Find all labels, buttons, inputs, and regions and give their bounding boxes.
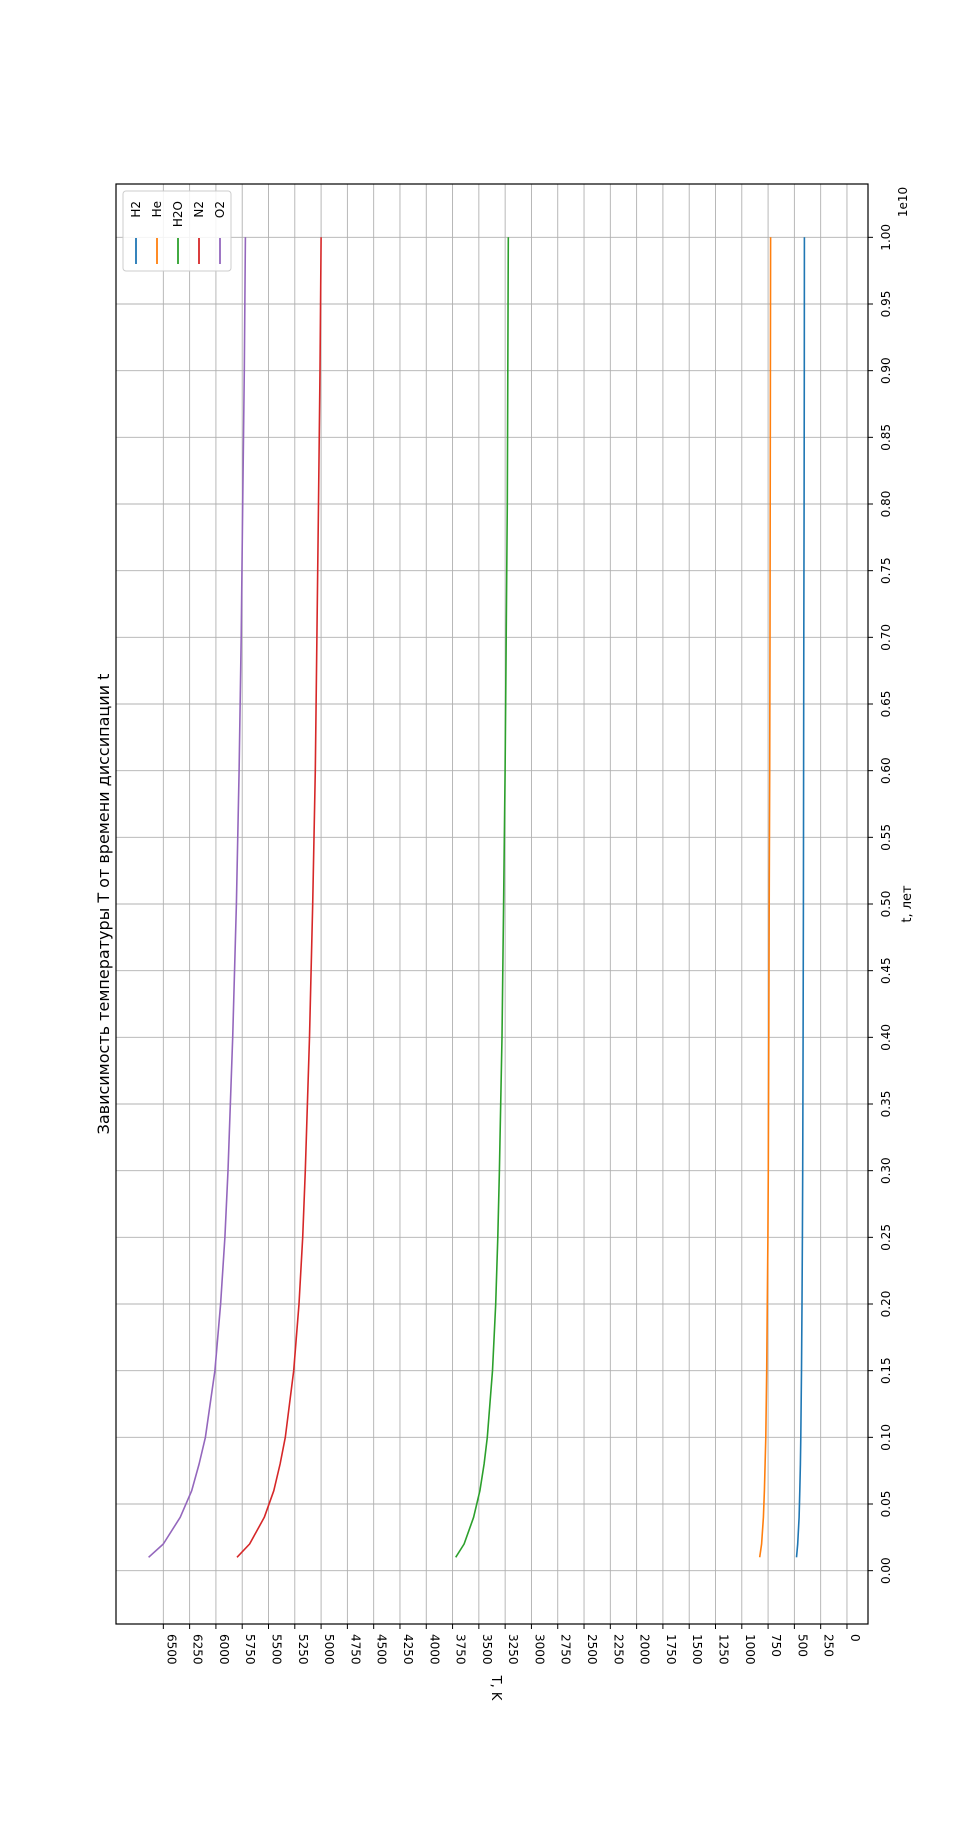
series-line-h2 — [795, 237, 806, 1558]
x-tick-label: 0.10 — [879, 1424, 893, 1451]
chart-title: Зависимость температуры T от времени дис… — [94, 674, 113, 1135]
x-tick-label: 0.45 — [879, 957, 893, 984]
y-tick-label: 4000 — [427, 1634, 441, 1665]
y-tick-label: 3250 — [506, 1634, 520, 1665]
x-offset-label: 1e10 — [896, 187, 910, 217]
y-tick-label: 5000 — [322, 1634, 336, 1665]
x-tick-label: 0.20 — [879, 1291, 893, 1318]
y-tick-label: 500 — [795, 1634, 809, 1657]
x-tick-label: 0.90 — [879, 357, 893, 384]
x-tick-label: 0.80 — [879, 491, 893, 518]
y-tick-label: 1250 — [716, 1634, 730, 1665]
y-tick-label: 4500 — [375, 1634, 389, 1665]
y-tick-label: 750 — [769, 1634, 783, 1657]
legend-label-he: He — [150, 201, 164, 217]
y-tick-label: 4750 — [348, 1634, 362, 1665]
series-line-o2 — [148, 237, 247, 1558]
x-tick-label: 1.00 — [879, 224, 893, 251]
series-line-n2 — [236, 237, 322, 1558]
y-tick-label: 1500 — [690, 1634, 704, 1665]
y-tick-label: 6500 — [164, 1634, 178, 1665]
x-tick-label: 0.00 — [879, 1557, 893, 1584]
x-tick-label: 0.60 — [879, 757, 893, 784]
legend-label-n2: N2 — [192, 201, 206, 218]
x-tick-label: 0.25 — [879, 1224, 893, 1251]
x-tick-label: 0.85 — [879, 424, 893, 451]
y-tick-label: 3500 — [480, 1634, 494, 1665]
x-tick-label: 0.50 — [879, 891, 893, 918]
y-tick-label: 2250 — [611, 1634, 625, 1665]
y-tick-label: 1000 — [743, 1634, 757, 1665]
series-line-h2o — [455, 237, 510, 1558]
legend: H2 He H2O N2 O2 — [122, 190, 232, 272]
y-tick-label: 2500 — [585, 1634, 599, 1665]
y-tick-label: 6250 — [191, 1634, 205, 1665]
x-tick-label: 0.15 — [879, 1357, 893, 1384]
x-tick-label: 0.30 — [879, 1157, 893, 1184]
x-tick-label: 0.55 — [879, 824, 893, 851]
x-tick-label: 0.95 — [879, 291, 893, 318]
x-tick-label: 0.05 — [879, 1491, 893, 1518]
y-tick-label: 3000 — [532, 1634, 546, 1665]
y-tick-label: 5750 — [243, 1634, 257, 1665]
y-tick-label: 5500 — [270, 1634, 284, 1665]
y-tick-label: 0 — [848, 1634, 862, 1642]
x-tick-label: 0.40 — [879, 1024, 893, 1051]
legend-label-h2o: H2O — [171, 201, 185, 227]
series-line-he — [758, 237, 772, 1558]
x-axis-label: t, лет — [900, 885, 915, 923]
y-tick-label: 3750 — [454, 1634, 468, 1665]
x-tick-label: 0.70 — [879, 624, 893, 651]
y-tick-label: 2000 — [638, 1634, 652, 1665]
legend-label-o2: O2 — [213, 201, 227, 218]
y-tick-label: 6000 — [217, 1634, 231, 1665]
x-tick-label: 0.35 — [879, 1091, 893, 1118]
y-tick-label: 4250 — [401, 1634, 415, 1665]
y-tick-label: 250 — [822, 1634, 836, 1657]
y-tick-label: 1750 — [664, 1634, 678, 1665]
series-layer — [148, 237, 806, 1558]
y-tick-label: 2750 — [559, 1634, 573, 1665]
x-axis: 0.00 0.05 0.10 0.15 0.20 0.25 0.30 0.35 0.40 0.45… — [868, 224, 893, 1584]
x-tick-label: 0.75 — [879, 557, 893, 584]
grid-layer — [116, 184, 868, 1624]
y-axis: 0 250 500 750 1000 1250 1500 1750 2000 2250 2500 27… — [162, 1624, 862, 1665]
legend-box — [122, 190, 232, 272]
y-axis-label: T, K — [488, 1675, 503, 1701]
legend-label-h2: H2 — [129, 201, 143, 218]
x-tick-label: 0.65 — [879, 691, 893, 718]
y-tick-label: 5250 — [296, 1634, 310, 1665]
